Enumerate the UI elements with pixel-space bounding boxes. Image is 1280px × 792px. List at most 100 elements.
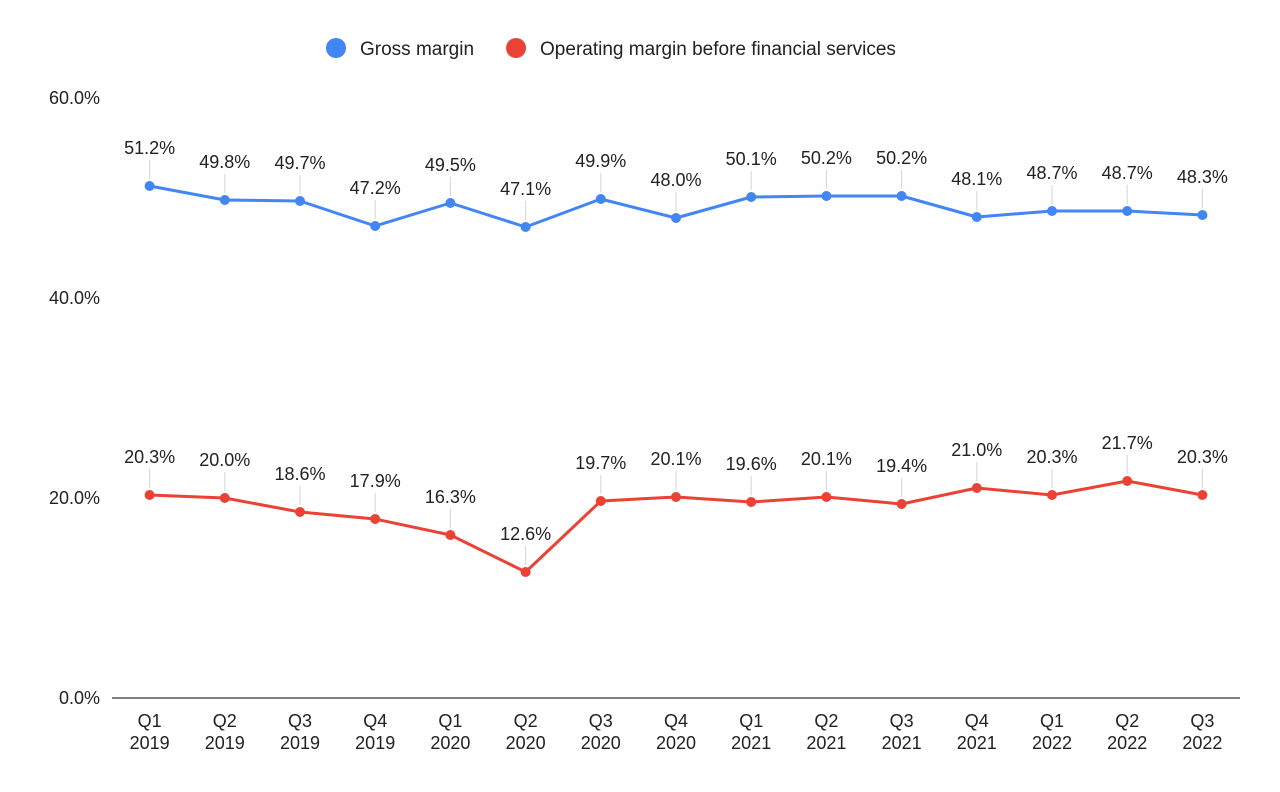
x-tick-label-year: 2019	[280, 733, 320, 753]
data-point	[1047, 490, 1057, 500]
x-tick-label: Q3	[1190, 711, 1214, 731]
x-tick-label: Q4	[363, 711, 387, 731]
data-label: 16.3%	[425, 487, 476, 507]
data-label: 19.6%	[726, 454, 777, 474]
data-label: 49.5%	[425, 155, 476, 175]
data-label: 12.6%	[500, 524, 551, 544]
y-tick-label: 20.0%	[49, 488, 100, 508]
x-tick-label-year: 2020	[581, 733, 621, 753]
data-label: 50.2%	[801, 148, 852, 168]
data-point	[370, 221, 381, 231]
x-tick-label: Q3	[288, 711, 312, 731]
data-label: 19.4%	[876, 456, 927, 476]
data-point	[520, 222, 531, 232]
x-tick-label: Q1	[138, 711, 162, 731]
data-label: 20.3%	[1177, 447, 1228, 467]
x-tick-label-year: 2021	[731, 733, 771, 753]
x-tick-label-year: 2020	[506, 733, 546, 753]
data-label: 18.6%	[274, 464, 325, 484]
data-point	[445, 530, 456, 540]
data-label: 48.0%	[650, 170, 701, 190]
data-point	[746, 497, 757, 507]
x-tick-label-year: 2022	[1182, 733, 1222, 753]
data-point	[295, 507, 305, 517]
data-label: 21.0%	[951, 440, 1002, 460]
x-tick-label: Q4	[664, 711, 688, 731]
legend-label-1: Operating margin before financial servic…	[540, 39, 896, 60]
data-label: 49.8%	[199, 152, 250, 172]
legend-marker-1	[506, 38, 527, 58]
data-point	[671, 213, 681, 223]
data-label: 17.9%	[350, 471, 401, 491]
data-point	[896, 191, 907, 201]
data-label: 48.7%	[1102, 163, 1153, 183]
x-tick-label: Q3	[589, 711, 613, 731]
x-tick-label-year: 2019	[355, 733, 395, 753]
legend-marker-0	[326, 38, 346, 58]
data-point	[445, 198, 456, 208]
data-label: 49.9%	[575, 151, 626, 171]
data-label: 47.1%	[500, 179, 551, 199]
data-label: 19.7%	[575, 453, 626, 473]
x-tick-label-year: 2020	[430, 733, 470, 753]
data-point	[1122, 476, 1133, 486]
data-point	[144, 490, 155, 500]
x-tick-label: Q2	[1115, 711, 1139, 731]
data-point	[295, 196, 305, 206]
data-point	[1122, 206, 1133, 216]
data-label: 47.2%	[350, 178, 401, 198]
data-point	[971, 483, 982, 493]
legend-label-0: Gross margin	[360, 39, 474, 60]
data-label: 21.7%	[1102, 433, 1153, 453]
data-point	[896, 499, 907, 509]
x-tick-label: Q2	[814, 711, 838, 731]
x-tick-label: Q4	[965, 711, 989, 731]
data-label: 51.2%	[124, 138, 175, 158]
data-label: 50.2%	[876, 148, 927, 168]
data-point	[144, 181, 155, 191]
x-tick-label-year: 2021	[957, 733, 997, 753]
x-tick-label-year: 2021	[806, 733, 846, 753]
x-tick-label: Q1	[438, 711, 462, 731]
data-point	[219, 493, 230, 503]
x-tick-label: Q1	[739, 711, 763, 731]
data-point	[595, 194, 606, 204]
x-tick-label-year: 2021	[882, 733, 922, 753]
data-point	[671, 492, 681, 502]
data-point	[746, 192, 757, 202]
x-tick-label: Q2	[514, 711, 538, 731]
data-label: 48.7%	[1026, 163, 1077, 183]
data-point	[520, 567, 531, 577]
x-tick-label-year: 2019	[130, 733, 170, 753]
data-point	[1047, 206, 1057, 216]
x-tick-label-year: 2022	[1032, 733, 1072, 753]
data-point	[1197, 490, 1208, 500]
x-tick-label: Q2	[213, 711, 237, 731]
data-point	[971, 212, 982, 222]
data-label: 49.7%	[274, 153, 325, 173]
data-label: 48.1%	[951, 169, 1002, 189]
data-point	[821, 191, 832, 201]
data-label: 20.1%	[650, 449, 701, 469]
x-tick-label-year: 2019	[205, 733, 245, 753]
data-label: 20.3%	[124, 447, 175, 467]
data-label: 50.1%	[726, 149, 777, 169]
data-point	[595, 496, 606, 506]
data-point	[370, 514, 381, 524]
data-point	[219, 195, 230, 205]
y-tick-label: 0.0%	[59, 688, 100, 708]
y-tick-label: 60.0%	[49, 88, 100, 108]
data-label: 48.3%	[1177, 167, 1228, 187]
data-point	[1197, 210, 1208, 220]
data-label: 20.1%	[801, 449, 852, 469]
x-tick-label: Q3	[890, 711, 914, 731]
x-tick-label: Q1	[1040, 711, 1064, 731]
data-label: 20.0%	[199, 450, 250, 470]
y-tick-label: 40.0%	[49, 288, 100, 308]
data-label: 20.3%	[1026, 447, 1077, 467]
x-tick-label-year: 2020	[656, 733, 696, 753]
data-point	[821, 492, 832, 502]
x-tick-label-year: 2022	[1107, 733, 1147, 753]
